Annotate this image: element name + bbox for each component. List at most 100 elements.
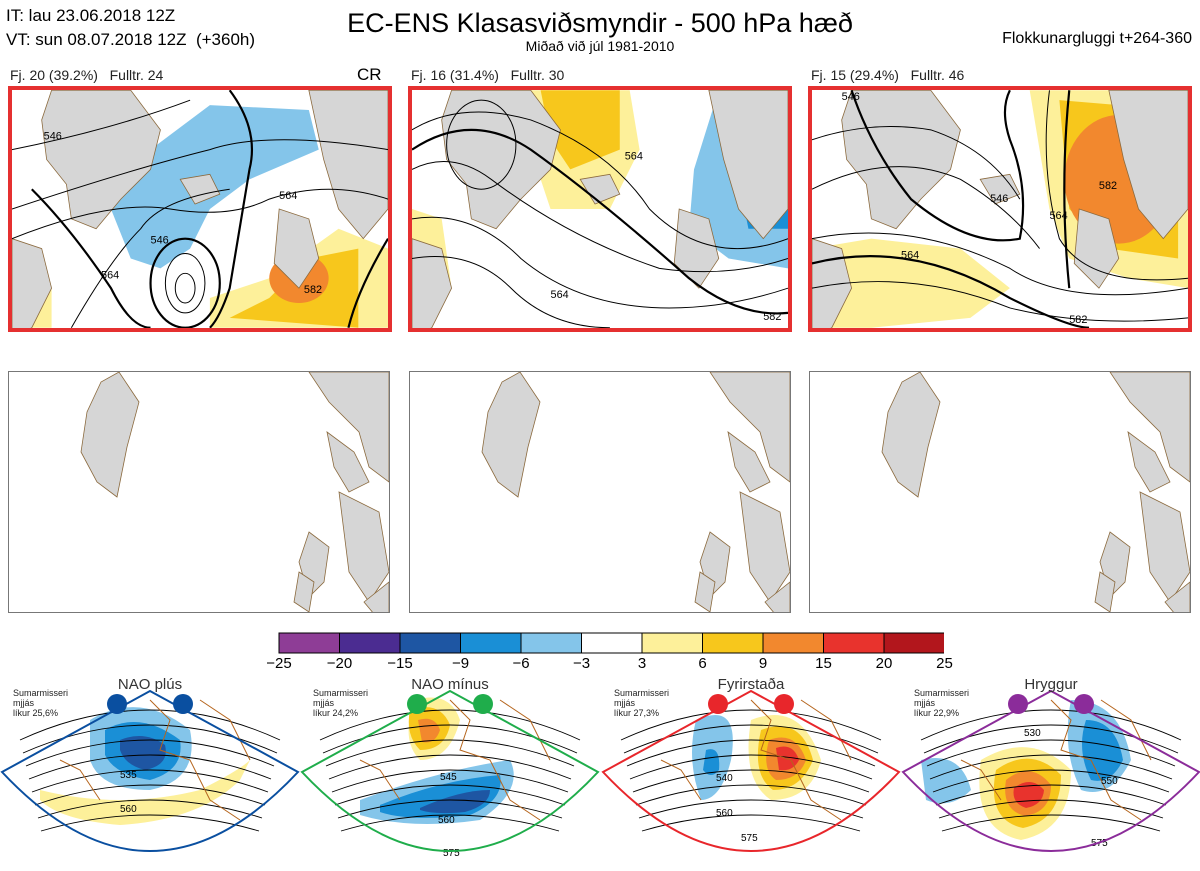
contour-label: 575 [741, 833, 758, 844]
contour-label: 546 [151, 235, 169, 247]
contour-label: 545 [440, 772, 457, 783]
regime-outline [901, 689, 1200, 852]
height-contour [926, 739, 1176, 767]
height-contour [929, 754, 1173, 780]
height-contour [319, 709, 581, 741]
cluster-3-label: Fj. 15 (29.4%) Fulltr. 46 [811, 67, 965, 83]
regime-map: 535 560 [0, 689, 300, 852]
regime-marker-icon [774, 694, 794, 714]
regime-outline [601, 689, 901, 852]
contour-label: 564 [551, 289, 569, 301]
regime-title: Fyrirstaða [717, 676, 785, 693]
valid-time: VT: sun 08.07.2018 12Z (+360h) [6, 30, 256, 49]
height-contour [623, 724, 879, 754]
contour-label: 550 [1101, 776, 1118, 787]
contour-label: 564 [101, 269, 119, 281]
colorbar-tick-label: 20 [875, 655, 893, 672]
contour-label: 560 [438, 815, 455, 826]
colorbar-tick-label: 15 [815, 655, 832, 672]
contour-label: 564 [625, 151, 643, 163]
coastline [59, 699, 251, 821]
contour-label: 564 [1049, 210, 1067, 222]
height-contour [941, 814, 1161, 832]
contour-label: 582 [1099, 180, 1117, 192]
height-contour [641, 814, 861, 832]
regime-map: 545 560 575 [300, 689, 600, 859]
colorbar-tick-label: 3 [637, 655, 647, 672]
height-contour [935, 784, 1167, 806]
height-contour [632, 769, 870, 793]
height-contour [638, 799, 864, 819]
height-contour [19, 709, 281, 741]
regime-title: NAO plús [117, 676, 183, 693]
regime-marker-icon [1008, 694, 1028, 714]
regime-map: 540 560 575 [601, 689, 901, 852]
regime-probability-note: Sumarmisseri mjjás líkur 25,6% [13, 688, 69, 718]
regime-title: Hryggur [1024, 676, 1078, 693]
height-contour [626, 739, 876, 767]
anomaly-region [1082, 720, 1123, 781]
regime-outline [300, 689, 600, 852]
height-contour [337, 799, 563, 819]
regime-probability-note: Sumarmisseri mjjás líkur 27,3% [614, 688, 670, 718]
height-contour [40, 814, 260, 832]
contour-label: 564 [901, 249, 919, 261]
height-contour [629, 754, 873, 780]
height-contour [37, 799, 263, 819]
regime-marker-icon [107, 694, 127, 714]
contour-label: 582 [1069, 314, 1087, 326]
height-contour [932, 769, 1170, 793]
regime-outline [0, 689, 300, 852]
regime-marker-icon [407, 694, 427, 714]
contour-label: 560 [716, 808, 733, 819]
cluster-3-map[interactable]: 546 546 564 582 564 582 [808, 86, 1192, 332]
height-contour [22, 724, 278, 754]
colorbar-tick-label: 6 [698, 655, 707, 672]
height-contour [923, 724, 1179, 754]
height-contour [322, 724, 578, 754]
cluster-1-label: Fj. 20 (39.2%) Fulltr. 24 [10, 67, 164, 83]
clustering-window: Flokkunargluggi t+264-360 [1002, 30, 1192, 47]
regime-probability-note: Sumarmisseri mjjás líkur 22,9% [914, 688, 970, 718]
coastline [359, 699, 551, 821]
coastline [660, 699, 852, 821]
height-contour [938, 799, 1164, 819]
height-contour [325, 739, 575, 767]
colorbar [278, 632, 944, 654]
colorbar-tick-label: −20 [326, 655, 353, 672]
contour-label: 546 [842, 91, 860, 103]
contour-label: 575 [443, 848, 460, 859]
colorbar-tick-label: 25 [936, 655, 953, 672]
contour-label: 535 [120, 770, 137, 781]
colorbar-tick-label: −15 [387, 655, 413, 672]
cluster-2-label: Fj. 16 (31.4%) Fulltr. 30 [411, 67, 565, 83]
height-contour [34, 784, 266, 806]
regime-probability-note: Sumarmisseri mjjás líkur 24,2% [313, 688, 369, 718]
contour-label: 582 [763, 311, 781, 323]
height-contour [635, 784, 867, 806]
height-contour [328, 754, 572, 780]
height-contour [334, 784, 566, 806]
contour-label: 546 [990, 193, 1008, 205]
height-contour [920, 709, 1182, 741]
colorbar-swatch [883, 632, 944, 654]
cluster-2-map[interactable]: 564 564 582 [408, 86, 792, 332]
coastline [960, 699, 1152, 821]
height-contour [28, 754, 272, 780]
height-contour [331, 769, 569, 793]
colorbar-tick-label: 9 [758, 655, 768, 672]
issue-time: IT: lau 23.06.2018 12Z [6, 6, 176, 25]
contour-label: 530 [1024, 728, 1041, 739]
regime-marker-icon [173, 694, 193, 714]
anomaly-region [703, 749, 720, 775]
anomaly-region [418, 718, 440, 743]
contour-label: 546 [44, 131, 62, 143]
height-contour [620, 709, 882, 741]
colorbar-tick-label: −6 [512, 655, 530, 672]
empty-map-2 [409, 371, 791, 613]
cluster-1-map[interactable]: 546 564 546 564 582 [8, 86, 392, 332]
regime-marker-icon [708, 694, 728, 714]
empty-map-1 [8, 371, 390, 613]
regime-title: NAO mínus [411, 676, 489, 693]
contour-label: 564 [279, 190, 297, 202]
